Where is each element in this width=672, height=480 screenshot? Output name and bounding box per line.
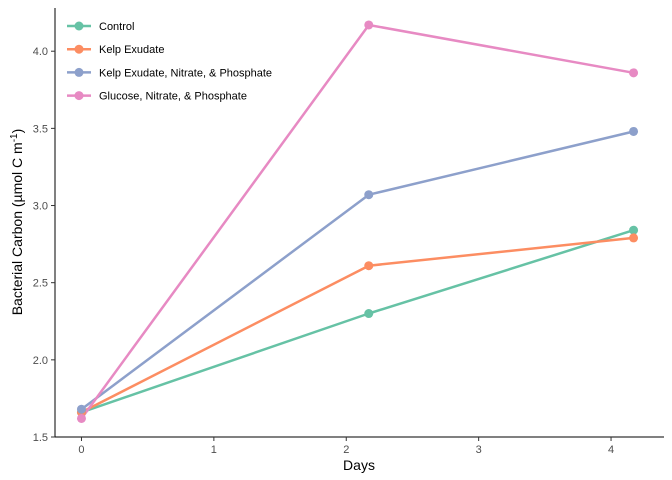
legend-label: Kelp Exudate [99,44,164,56]
series-2-point [364,190,374,200]
y-axis-title-superscript: -1 [9,133,20,142]
legend-label: Glucose, Nitrate, & Phosphate [99,91,247,103]
legend: Control Kelp Exudate Kelp Exudate, Nitrate… [67,21,272,103]
y-axis-title: Bacterial Carbon (µmol C m-1) [9,129,25,316]
series-1-point [364,261,374,271]
x-tick-label: 3 [476,444,482,456]
x-tick-label: 4 [608,444,614,456]
series-0-point [364,309,374,319]
y-tick-label: 2.5 [33,278,48,290]
x-tick-label: 1 [211,444,217,456]
y-axis-title-main: Bacterial Carbon (µmol C m [9,142,25,315]
y-tick-label: 3.5 [33,123,48,135]
y-tick-label: 2.0 [33,355,48,367]
y-tick-label: 4.0 [33,46,48,58]
series-3-point [76,413,86,423]
series-3-point [629,68,639,78]
series-line-1 [80,236,634,414]
y-tick-label: 1.5 [33,432,48,444]
series-0-point [629,225,639,235]
series-3-point [364,20,374,30]
x-tick-label: 0 [78,444,84,456]
x-axis-title: Days [343,457,375,473]
legend-key-point [74,91,84,101]
legend-key-point [74,44,84,54]
series-layer [76,20,639,423]
y-tick-label: 3.0 [33,201,48,213]
series-line-3 [80,23,634,420]
legend-key-point [74,21,84,31]
x-ticks: 0 1 2 3 4 [78,437,614,456]
legend-label: Control [99,21,134,33]
y-axis-title-close: ) [9,129,25,134]
series-2-point [629,126,639,136]
axes [54,8,664,438]
y-ticks: 1.5 2.0 2.5 3.0 3.5 4.0 [33,46,55,444]
x-tick-label: 2 [343,444,349,456]
series-2-point [76,404,86,414]
series-1-point [629,233,639,243]
series-line-0 [81,229,634,414]
legend-key-point [74,67,84,77]
legend-label: Kelp Exudate, Nitrate, & Phosphate [99,67,272,79]
